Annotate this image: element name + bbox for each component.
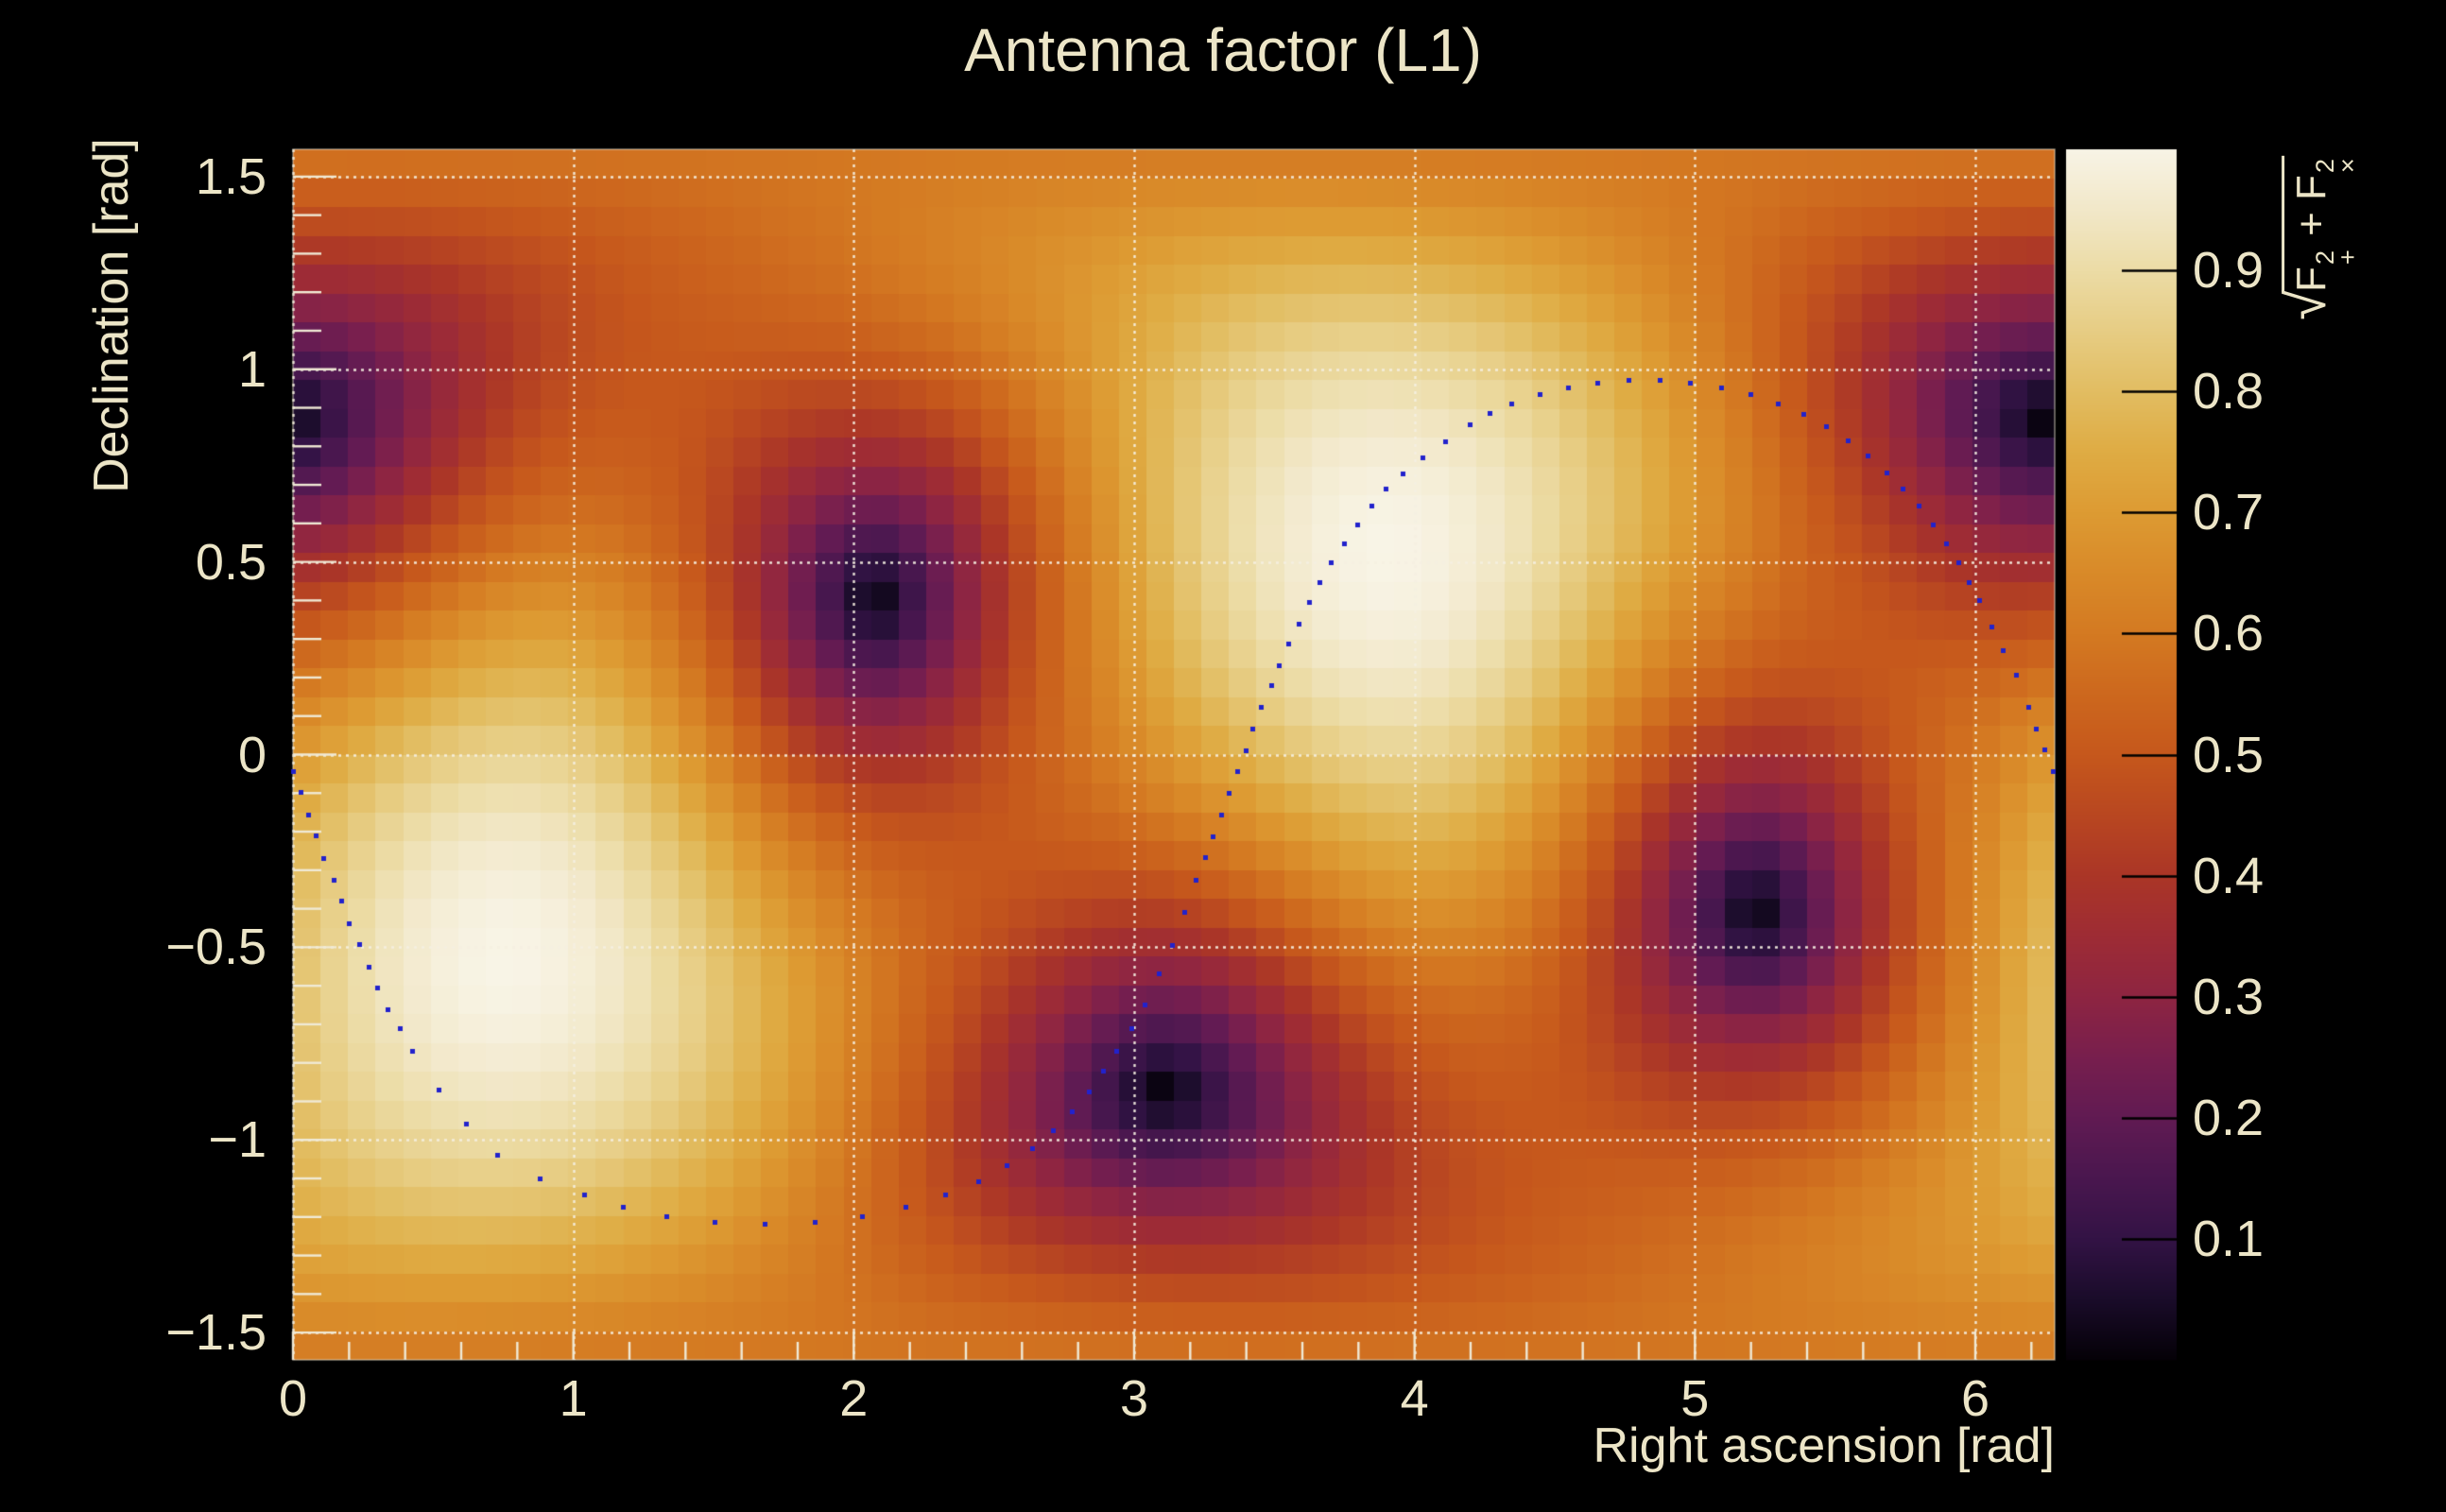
colorbar-axis-title: √F 2 + + F 2 × xyxy=(2275,156,2362,320)
x-tick-label: 1 xyxy=(559,1370,588,1427)
colorbar-tick-label: 0.6 xyxy=(2193,605,2265,662)
x-tick-label: 5 xyxy=(1680,1370,1710,1427)
colorbar-tick-label: 0.4 xyxy=(2193,847,2265,904)
sqrt-radicand: F 2 + + F 2 × xyxy=(2282,156,2362,292)
colorbar-tick-label: 0.7 xyxy=(2193,484,2265,541)
chart-title: Antenna factor (L1) xyxy=(964,16,1482,84)
x-tick-label: 6 xyxy=(1960,1370,1990,1427)
colorbar-tick-label: 0.2 xyxy=(2193,1089,2265,1146)
x-tick-label: 4 xyxy=(1400,1370,1429,1427)
colorbar-tick-label: 0.9 xyxy=(2193,242,2265,300)
colorbar-tick-label: 0.5 xyxy=(2193,726,2265,783)
colorbar-tick-label: 0.1 xyxy=(2193,1210,2265,1267)
plus-operator: + xyxy=(2288,200,2335,249)
x-tick-label: 2 xyxy=(839,1370,869,1427)
f-plus-symbol: F xyxy=(2288,266,2335,292)
y-tick-label: 1.5 xyxy=(195,147,267,205)
y-tick-label: 1 xyxy=(237,340,267,398)
x-tick-label: 0 xyxy=(278,1370,308,1427)
y-tick-label: −1.5 xyxy=(165,1304,267,1362)
y-tick-label: 0 xyxy=(237,726,267,783)
f-cross-supsub: 2 × xyxy=(2309,158,2363,174)
colorbar-tick-label: 0.3 xyxy=(2193,968,2265,1025)
y-tick-label: −0.5 xyxy=(165,919,267,976)
x-axis-title: Right ascension [rad] xyxy=(1593,1418,2056,1473)
y-tick-label: −1 xyxy=(208,1111,267,1169)
colorbar-tick-label: 0.8 xyxy=(2193,363,2265,421)
x-tick-label: 3 xyxy=(1119,1370,1149,1427)
y-tick-label: 0.5 xyxy=(195,533,267,591)
f-cross-symbol: F xyxy=(2288,175,2335,200)
f-plus-supsub: 2 + xyxy=(2309,249,2363,266)
sqrt-symbol: √ xyxy=(2276,289,2338,320)
